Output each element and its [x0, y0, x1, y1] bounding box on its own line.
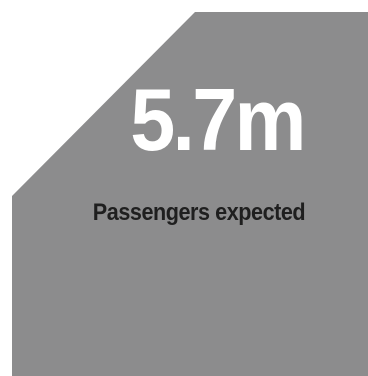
- stat-value: 5.7m: [130, 70, 306, 169]
- clipped-corner-panel: [12, 12, 368, 376]
- stat-label: Passengers expected: [92, 199, 306, 226]
